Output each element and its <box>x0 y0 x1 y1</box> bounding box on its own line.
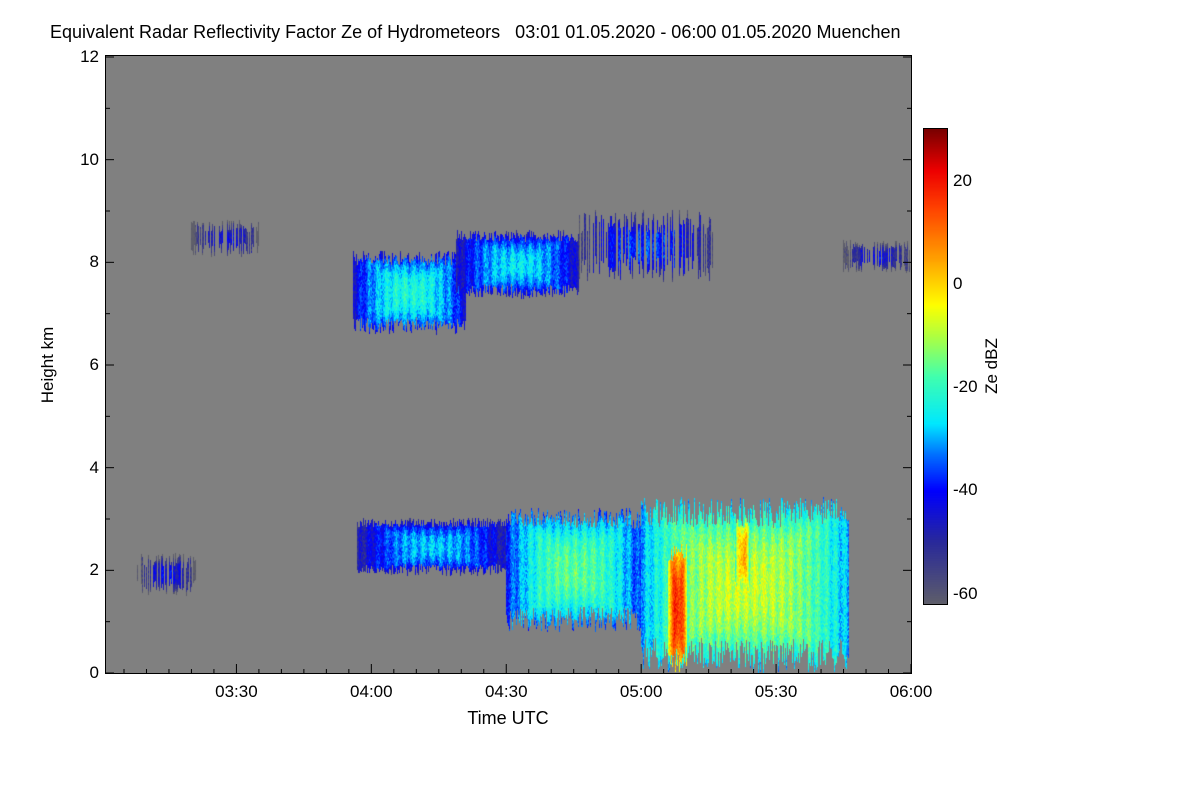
y-tick-label: 12 <box>80 47 99 66</box>
y-tick-label: 2 <box>89 560 99 580</box>
colorbar-tick-label: 0 <box>953 273 963 293</box>
x-tick-label: 04:30 <box>484 682 528 701</box>
colorbar-tick-label: 20 <box>953 170 972 190</box>
y-axis-label: Height km <box>38 326 57 404</box>
x-tick-label: 05:30 <box>754 682 798 701</box>
x-tick-label: 03:30 <box>215 682 258 701</box>
reflectivity-heatmap <box>106 56 911 673</box>
y-tick-label: 6 <box>89 355 99 374</box>
colorbar-tick-label: -60 <box>953 583 978 603</box>
y-tick-label: 10 <box>80 149 99 169</box>
x-tick-label: 05:00 <box>619 682 663 701</box>
colorbar-label: Ze dBZ <box>982 338 1001 394</box>
y-tick-label: 8 <box>89 252 99 272</box>
x-axis-label: Time UTC <box>467 708 549 728</box>
x-tick-label: 04:00 <box>350 682 393 701</box>
colorbar-tick-label: -40 <box>953 480 978 500</box>
y-tick-label: 4 <box>89 457 99 477</box>
colorbar-tick-label: -20 <box>953 377 978 397</box>
x-tick-label: 06:00 <box>889 682 933 701</box>
colorbar <box>923 128 948 605</box>
chart-title: Equivalent Radar Reflectivity Factor Ze … <box>50 22 901 42</box>
y-tick-label: 0 <box>89 663 99 682</box>
